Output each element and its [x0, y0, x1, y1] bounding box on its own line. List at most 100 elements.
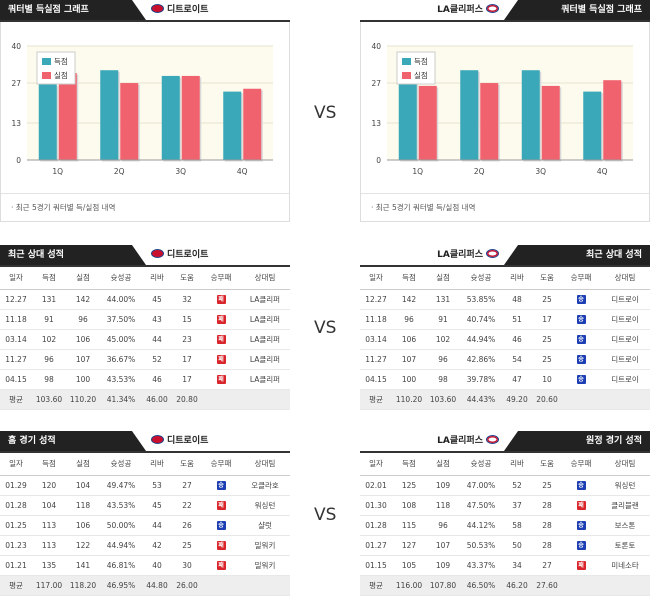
- home-games-table: 일자 득점 실점 슛성공 리바 도움 승무패 상대팀 01.29 120 104 49.47% 53 27…: [0, 453, 290, 596]
- bar: [460, 70, 479, 160]
- table-cell: 17: [172, 349, 202, 370]
- table-row: 04.15 100 98 39.78% 47 10 승 디트로이: [360, 369, 650, 390]
- section-title: 원정 경기 성적: [504, 431, 650, 451]
- home-games-header: 홈 경기 성적 디트로이트: [0, 431, 290, 453]
- average-cell: 평균: [0, 389, 32, 410]
- table-cell: 47.00%: [460, 475, 502, 496]
- table-cell: 52: [502, 475, 532, 496]
- table-cell: 125: [392, 475, 426, 496]
- table-row: 01.28 104 118 43.53% 45 22 패 워싱턴: [0, 495, 290, 516]
- bar: [398, 83, 417, 160]
- table-cell: 32: [172, 289, 202, 310]
- table-row: 03.14 102 106 45.00% 44 23 패 LA클리퍼: [0, 329, 290, 350]
- result-cell: 승: [202, 475, 240, 496]
- table-row: 12.27 142 131 53.85% 48 25 승 디트로이: [360, 289, 650, 310]
- x-tick-label: 4Q: [597, 167, 608, 176]
- average-cell: 평균: [360, 575, 392, 596]
- column-header: 승무패: [562, 453, 600, 476]
- x-tick-label: 1Q: [412, 167, 423, 176]
- table-cell: 12.27: [0, 289, 32, 310]
- bar: [120, 83, 139, 160]
- win-badge-icon: 승: [576, 374, 586, 384]
- table-cell: 53: [142, 475, 172, 496]
- table-cell: 04.15: [360, 369, 392, 390]
- result-cell: 승: [562, 309, 600, 330]
- table-cell: 43.53%: [100, 495, 142, 516]
- result-cell: 패: [202, 495, 240, 516]
- table-cell: 01.27: [360, 535, 392, 556]
- y-tick-label: 0: [376, 156, 381, 165]
- table-cell: 01.25: [0, 515, 32, 536]
- table-row: 11.18 91 96 37.50% 43 15 패 LA클리퍼: [0, 309, 290, 330]
- table-cell: 44: [142, 515, 172, 536]
- result-cell: 패: [202, 535, 240, 556]
- away-games-table: 일자 득점 실점 슛성공 리바 도움 승무패 상대팀 02.01 125 109 47.00% 52 25…: [360, 453, 650, 596]
- table-row: 01.21 135 141 46.81% 40 30 패 밀워키: [0, 555, 290, 576]
- result-cell: 패: [562, 555, 600, 576]
- table-cell: 11.18: [360, 309, 392, 330]
- table-cell: 40.74%: [460, 309, 502, 330]
- table-row: 02.01 125 109 47.00% 52 25 승 워싱턴: [360, 475, 650, 496]
- table-cell: 11.18: [0, 309, 32, 330]
- average-cell: 평균: [360, 389, 392, 410]
- bar: [161, 75, 180, 160]
- table-cell: 01.28: [360, 515, 392, 536]
- average-cell: 46.50%: [460, 575, 502, 596]
- y-tick-label: 27: [11, 79, 21, 88]
- table-cell: 01.29: [0, 475, 32, 496]
- bar: [418, 85, 437, 160]
- table-cell: 43.53%: [100, 369, 142, 390]
- y-tick-label: 13: [371, 119, 381, 128]
- loss-badge-icon: 패: [576, 500, 586, 510]
- column-header: 일자: [0, 453, 32, 476]
- table-cell: 98: [426, 369, 460, 390]
- legend-swatch: [402, 58, 411, 65]
- table-cell: 28: [532, 515, 562, 536]
- average-cell: [600, 575, 650, 596]
- table-cell: 44.00%: [100, 289, 142, 310]
- table-cell: 클리블랜: [600, 495, 650, 516]
- column-header: 일자: [0, 267, 32, 290]
- clippers-logo-icon: [486, 4, 499, 13]
- legend-swatch: [42, 72, 51, 79]
- column-header: 득점: [32, 453, 66, 476]
- column-header: 상대팀: [240, 267, 290, 290]
- table-cell: 142: [66, 289, 100, 310]
- pistons-logo-icon: [151, 249, 164, 258]
- average-row: 평균 103.60 110.20 41.34% 46.00 20.80: [0, 389, 290, 410]
- quarter-chart-header-left: 쿼터별 득실점 그래프 디트로이트: [0, 0, 290, 22]
- table-cell: 01.30: [360, 495, 392, 516]
- table-cell: 46: [142, 369, 172, 390]
- column-header: 도움: [532, 267, 562, 290]
- result-cell: 패: [202, 329, 240, 350]
- average-row: 평균 110.20 103.60 44.43% 49.20 20.60: [360, 389, 650, 410]
- table-cell: 17: [532, 309, 562, 330]
- bar: [480, 83, 499, 160]
- table-cell: 15: [172, 309, 202, 330]
- column-header: 승무패: [562, 267, 600, 290]
- table-cell: 107: [66, 349, 100, 370]
- column-header: 리바: [502, 267, 532, 290]
- table-row: 01.27 127 107 50.53% 50 28 승 토론토: [360, 535, 650, 556]
- table-cell: 108: [392, 495, 426, 516]
- x-tick-label: 2Q: [114, 167, 125, 176]
- average-cell: [562, 389, 600, 410]
- team-label: 디트로이트: [148, 245, 208, 265]
- column-header: 도움: [532, 453, 562, 476]
- win-badge-icon: 승: [576, 520, 586, 530]
- quarter-chart-header-right: 쿼터별 득실점 그래프 LA클리퍼스: [360, 0, 650, 22]
- team-label: LA클리퍼스: [437, 245, 502, 265]
- table-row: 04.15 98 100 43.53% 46 17 패 LA클리퍼: [0, 369, 290, 390]
- section-title: 쿼터별 득실점 그래프: [504, 0, 650, 20]
- column-header: 도움: [172, 453, 202, 476]
- table-cell: 42.86%: [460, 349, 502, 370]
- legend-label: 실점: [54, 70, 68, 80]
- y-tick-label: 40: [11, 42, 21, 51]
- result-cell: 승: [562, 515, 600, 536]
- column-header: 상대팀: [240, 453, 290, 476]
- win-badge-icon: 승: [576, 294, 586, 304]
- table-cell: 102: [426, 329, 460, 350]
- table-cell: 디트로이: [600, 349, 650, 370]
